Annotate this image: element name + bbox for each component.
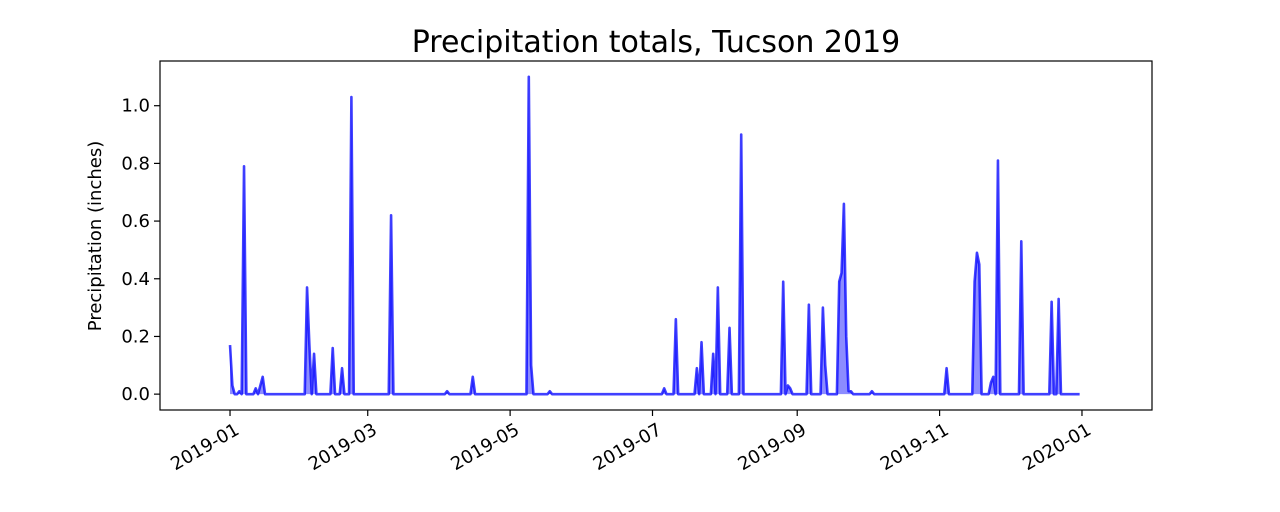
precipitation-line — [228, 75, 1080, 396]
y-tick-label: 0.4 — [121, 269, 150, 290]
y-tick-label: 0.0 — [121, 384, 150, 405]
y-tick-label: 0.8 — [121, 153, 150, 174]
chart-title: Precipitation totals, Tucson 2019 — [412, 25, 901, 60]
y-axis: 0.0 0.2 0.4 0.6 0.8 1.0 — [121, 96, 160, 405]
plot-area — [228, 75, 1080, 396]
y-axis-label: Precipitation (inches) — [85, 141, 106, 331]
y-tick-label: 1.0 — [121, 96, 150, 117]
plot-frame — [159, 60, 1153, 411]
y-tick-label: 0.2 — [121, 326, 150, 347]
y-tick-label: 0.6 — [121, 211, 150, 232]
